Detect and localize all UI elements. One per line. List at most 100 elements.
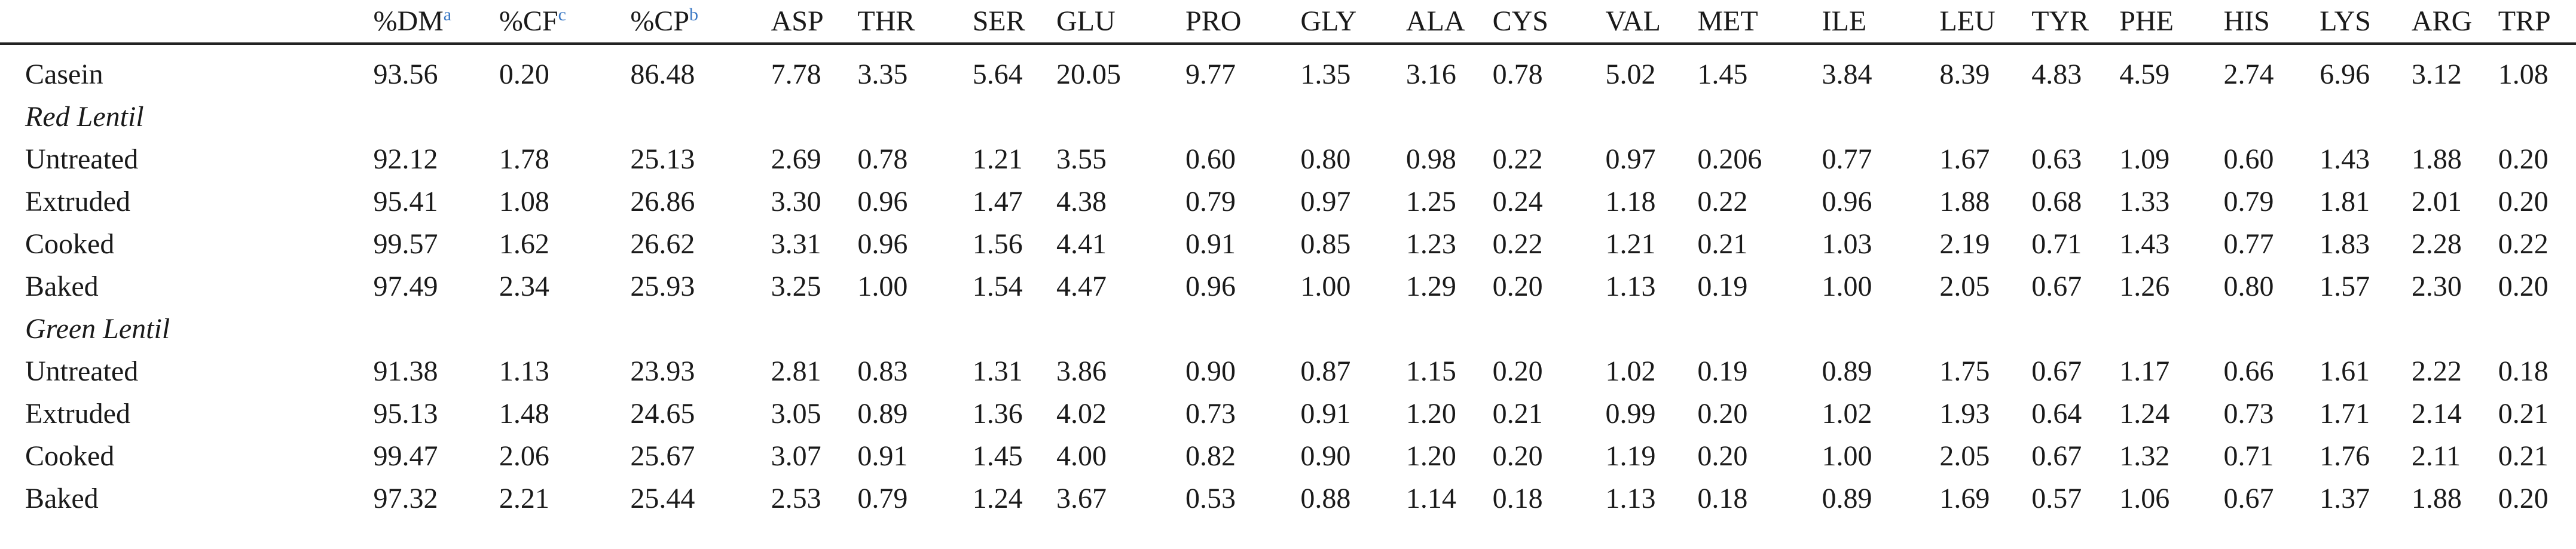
table-cell: 2.22: [2411, 355, 2462, 387]
table-group-row: Red Lentil: [0, 96, 2576, 138]
table-cell: 97.49: [373, 271, 438, 302]
table-cell: 0.96: [857, 186, 908, 217]
table-cell: 0.20: [1492, 271, 1543, 302]
table-cell: 1.57: [2320, 271, 2370, 302]
table-cell: 0.20: [2498, 186, 2549, 217]
column-header: SER: [973, 0, 1056, 44]
table-row: Untreated 91.38 1.13 23.93 2.81 0.83 1.31 3.86 0…: [0, 350, 2576, 392]
table-cell: 1.71: [2320, 398, 2370, 430]
table-cell: 4.38: [1056, 186, 1107, 217]
column-header-label: PRO: [1185, 5, 1242, 37]
column-header-label: PHE: [2119, 5, 2174, 37]
table-cell: 0.90: [1300, 440, 1351, 472]
table-cell: 9.77: [1185, 59, 1236, 90]
table-cell: 1.37: [2320, 483, 2370, 514]
table-cell: 2.06: [499, 440, 549, 472]
table-cell: 6.96: [2320, 59, 2370, 90]
table-cell: 3.07: [771, 440, 821, 472]
table-cell: 4.00: [1056, 440, 1107, 472]
table-cell: 2.69: [771, 143, 821, 175]
row-label: Cooked: [25, 440, 115, 472]
footnote-marker[interactable]: a: [443, 5, 452, 24]
table-cell: 2.30: [2411, 271, 2462, 302]
table-cell: 0.67: [2031, 355, 2082, 387]
column-header-label: ILE: [1822, 5, 1867, 37]
table-cell: 1.00: [1300, 271, 1351, 302]
table-cell: 0.20: [499, 59, 549, 90]
column-header-label: TYR: [2031, 5, 2089, 37]
table-cell: 0.78: [1492, 59, 1543, 90]
table-cell: 0.24: [1492, 186, 1543, 217]
row-label: Untreated: [25, 143, 139, 175]
table-cell: 23.93: [630, 355, 695, 387]
table-cell: 0.83: [857, 355, 908, 387]
column-header-label: ASP: [771, 5, 824, 37]
table-cell: 0.22: [1492, 228, 1543, 260]
column-header-label: MET: [1697, 5, 1758, 37]
column-header: ASP: [771, 0, 858, 44]
column-header: ILE: [1822, 0, 1940, 44]
table-cell: 99.57: [373, 228, 438, 260]
table-cell: 0.21: [2498, 440, 2549, 472]
table-cell: 1.31: [972, 355, 1023, 387]
footnote-marker[interactable]: b: [689, 5, 699, 24]
table-cell: 0.20: [1492, 355, 1543, 387]
table-cell: 0.91: [1185, 228, 1236, 260]
row-label: Untreated: [25, 355, 139, 387]
column-header-label: VAL: [1605, 5, 1661, 37]
table-cell: 0.22: [1697, 186, 1748, 217]
table-cell: 0.89: [1822, 483, 1872, 514]
table-row: Casein 93.56 0.20 86.48 7.78 3.35 5.64 20.05 9.7…: [0, 53, 2576, 96]
table-cell: 0.20: [1492, 440, 1543, 472]
table-header-row: %DMa %CFc %CPb ASP THR SER GLU PRO GLY ALA CYS VAL M…: [0, 0, 2576, 44]
table-cell: 1.24: [2119, 398, 2170, 430]
table-cell: 1.61: [2320, 355, 2370, 387]
table-cell: 2.74: [2223, 59, 2274, 90]
table-cell: 1.15: [1405, 355, 1456, 387]
table-cell: 25.13: [630, 143, 695, 175]
column-header: GLU: [1056, 0, 1185, 44]
column-header: TYR: [2031, 0, 2119, 44]
table-cell: 4.02: [1056, 398, 1107, 430]
table-cell: 3.55: [1056, 143, 1107, 175]
table-cell: 8.39: [1939, 59, 1990, 90]
table-cell: 0.67: [2031, 440, 2082, 472]
footnote-marker[interactable]: c: [558, 5, 566, 24]
row-label: Casein: [25, 59, 103, 90]
table-cell: 25.93: [630, 271, 695, 302]
table-cell: 0.206: [1697, 143, 1762, 175]
table-cell: 3.30: [771, 186, 821, 217]
table-cell: 3.31: [771, 228, 821, 260]
table-cell: 0.67: [2223, 483, 2274, 514]
table-cell: 1.69: [1939, 483, 1990, 514]
table-cell: 0.20: [1697, 398, 1748, 430]
table-cell: 1.06: [2119, 483, 2170, 514]
table-cell: 1.13: [1605, 271, 1656, 302]
table-cell: 0.71: [2031, 228, 2082, 260]
table-cell: 0.89: [857, 398, 908, 430]
table-row: Extruded 95.41 1.08 26.86 3.30 0.96 1.47 4.38 0.…: [0, 180, 2576, 223]
table-cell: 2.53: [771, 483, 821, 514]
composition-table: %DMa %CFc %CPb ASP THR SER GLU PRO GLY ALA CYS VAL M…: [0, 0, 2576, 520]
table-cell: 0.64: [2031, 398, 2082, 430]
row-label: Extruded: [25, 398, 130, 430]
table-cell: 0.91: [857, 440, 908, 472]
table-cell: 1.32: [2119, 440, 2170, 472]
table-cell: 1.56: [972, 228, 1023, 260]
table-cell: 0.78: [857, 143, 908, 175]
column-header: %CPb: [630, 0, 771, 44]
table-body: Casein 93.56 0.20 86.48 7.78 3.35 5.64 20.05 9.7…: [0, 44, 2576, 520]
column-header: PRO: [1185, 0, 1300, 44]
table-cell: 1.83: [2320, 228, 2370, 260]
table-cell: 1.20: [1405, 440, 1456, 472]
table-cell: 0.97: [1300, 186, 1351, 217]
table-cell: 1.14: [1405, 483, 1456, 514]
column-header: LEU: [1939, 0, 2031, 44]
column-header-label: GLU: [1056, 5, 1116, 37]
row-label: Baked: [25, 483, 99, 514]
table-cell: 1.54: [972, 271, 1023, 302]
table-cell: 26.86: [630, 186, 695, 217]
table-cell: 1.43: [2320, 143, 2370, 175]
table-cell: 0.82: [1185, 440, 1236, 472]
